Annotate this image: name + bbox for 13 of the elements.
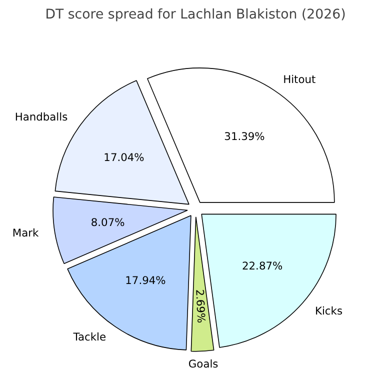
data-label: 22.87% xyxy=(242,260,283,273)
chart-title: DT score spread for Lachlan Blakiston (2026) xyxy=(45,8,346,22)
data-label: 31.39% xyxy=(224,130,265,144)
data-label: 8.07% xyxy=(90,216,125,229)
slice-label: Handballs xyxy=(14,110,68,124)
slice-label: Hitout xyxy=(283,73,316,86)
slice-label: Goals xyxy=(188,358,219,371)
data-label: 17.94% xyxy=(125,274,166,288)
data-label: 2.69% xyxy=(193,288,208,324)
data-label: 17.04% xyxy=(104,151,144,164)
slice-label: Kicks xyxy=(314,304,343,318)
slice-label: Mark xyxy=(12,226,40,240)
slice-label: Tackle xyxy=(72,330,106,344)
